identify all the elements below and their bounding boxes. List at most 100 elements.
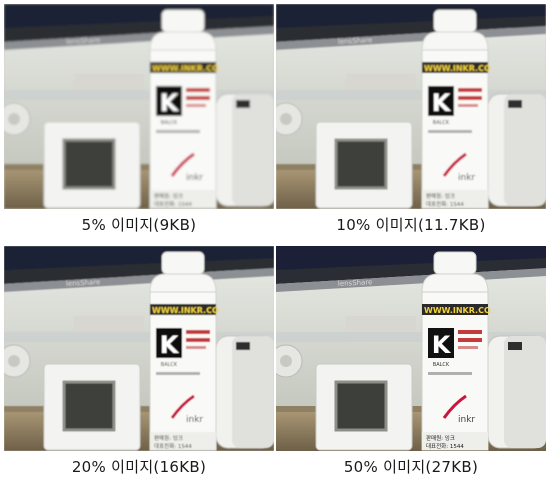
bottle-gray-text xyxy=(156,372,200,375)
bottle-brand: inkr xyxy=(186,415,203,425)
reel-cap xyxy=(232,336,274,448)
bottle-letter: K xyxy=(432,331,452,359)
monitor-bezel xyxy=(276,16,546,42)
photo-10pct: lensShare WWW.INKR.CO K BALCK inkr 판매원: … xyxy=(276,4,546,209)
caption-50pct: 50% 이미지(27KB) xyxy=(343,458,479,476)
box-window xyxy=(62,380,116,432)
bottle-color-word: BALCK xyxy=(161,120,178,126)
bottle-red-text-3 xyxy=(458,104,478,107)
bottle-body xyxy=(149,291,217,451)
bottle-body xyxy=(149,49,217,209)
monitor-underside xyxy=(276,26,546,50)
bottle-swoosh xyxy=(170,152,195,177)
bottle-footer-2: 대표전화: 1544 xyxy=(426,442,464,450)
bottle-red-text-1 xyxy=(186,330,210,334)
photo-5pct: lensShare WWW.INKR.CO K BALCK inkr 판매원: … xyxy=(4,4,274,209)
bottle-body xyxy=(421,291,489,451)
bottle-letter: K xyxy=(160,331,180,359)
bottle-footer-2: 대표전화: 1544 xyxy=(154,200,192,208)
bottle-red-text-3 xyxy=(458,346,478,349)
bottle-gray-text xyxy=(156,130,200,133)
bottle-footer-bar xyxy=(150,190,216,208)
bottle-red-text-2 xyxy=(458,96,482,100)
bottle-red-text-2 xyxy=(186,338,210,342)
bottle-footer-1: 판매원: 잉크 xyxy=(154,434,183,442)
bottle-neck xyxy=(161,9,205,33)
background-glass xyxy=(4,90,274,100)
bottle-url: WWW.INKR.CO xyxy=(424,64,491,73)
monitor-bezel xyxy=(276,258,546,284)
background-reel-left-hub xyxy=(280,355,292,367)
bottle-letter: K xyxy=(432,89,452,117)
bottle-letter: K xyxy=(160,89,180,117)
bottle-footer-1: 판매원: 잉크 xyxy=(154,192,183,200)
photo-20pct: lensShare WWW.INKR.CO K BALCK inkr 판매원: … xyxy=(4,246,274,451)
background-glass xyxy=(276,332,546,342)
reel-cap xyxy=(232,94,274,206)
background-glass xyxy=(4,332,274,342)
reel-cap xyxy=(504,94,546,206)
bottle-url: WWW.INKR.CO xyxy=(424,306,491,315)
bottle-shoulder xyxy=(421,31,489,51)
panel-50pct: lensShare WWW.INKR.CO K BALCK inkr 판매원: … xyxy=(276,246,546,482)
bottle-shoulder xyxy=(149,31,217,51)
bottle-red-text-1 xyxy=(458,88,482,92)
box-window xyxy=(334,380,388,432)
monitor-brand: lensShare xyxy=(338,278,373,288)
bottle-footer-bar xyxy=(422,432,488,450)
background-glass xyxy=(276,90,546,100)
monitor-brand: lensShare xyxy=(66,36,101,46)
bottle-gray-text xyxy=(428,372,472,375)
bottle-red-text-2 xyxy=(458,338,482,342)
reel-clip xyxy=(236,100,250,108)
bottle-neck xyxy=(433,9,477,33)
background-reel-left-hub xyxy=(8,355,20,367)
bottle-url: WWW.INKR.CO xyxy=(152,306,219,315)
bottle-label-band xyxy=(422,304,488,315)
reel-clip xyxy=(236,342,250,350)
bottle-letter-box xyxy=(156,328,182,358)
bottle-url: WWW.INKR.CO xyxy=(152,64,219,73)
bottle-body xyxy=(421,49,489,209)
bottle-brand: inkr xyxy=(458,173,475,183)
bottle-color-word: BALCK xyxy=(433,362,450,368)
monitor-brand: lensShare xyxy=(66,278,101,288)
bottle-red-text-3 xyxy=(186,104,206,107)
bottle-letter-box xyxy=(156,86,182,116)
bottle-color-word: BALCK xyxy=(433,120,450,126)
monitor-brand: lensShare xyxy=(338,36,373,46)
panel-20pct: lensShare WWW.INKR.CO K BALCK inkr 판매원: … xyxy=(4,246,274,482)
bottle-swoosh xyxy=(170,394,195,419)
bottle-label-band xyxy=(422,62,488,73)
bottle-shoulder xyxy=(149,273,217,293)
monitor-underside xyxy=(4,26,274,50)
background-reel-left-hub xyxy=(280,113,292,125)
bottle-footer-2: 대표전화: 1544 xyxy=(154,442,192,450)
bottle-footer-bar xyxy=(422,190,488,208)
monitor-bezel xyxy=(4,258,274,284)
bottle-footer-2: 대표전화: 1544 xyxy=(426,200,464,208)
box-window xyxy=(334,138,388,190)
bottle-red-text-1 xyxy=(186,88,210,92)
reel-clip xyxy=(508,100,522,108)
bottle-red-text-3 xyxy=(186,346,206,349)
bottle-footer-bar xyxy=(150,432,216,450)
bottle-swoosh xyxy=(442,152,467,177)
background-reel-left-hub xyxy=(8,113,20,125)
photo-50pct: lensShare WWW.INKR.CO K BALCK inkr 판매원: … xyxy=(276,246,546,451)
panel-5pct: lensShare WWW.INKR.CO K BALCK inkr 판매원: … xyxy=(4,4,274,240)
bottle-brand: inkr xyxy=(458,415,475,425)
bottle-footer-1: 판매원: 잉크 xyxy=(426,192,455,200)
box-window xyxy=(62,138,116,190)
monitor-bezel xyxy=(4,16,274,42)
bottle-shoulder xyxy=(421,273,489,293)
caption-5pct: 5% 이미지(9KB) xyxy=(81,216,197,234)
monitor-underside xyxy=(276,268,546,292)
bottle-swoosh xyxy=(442,394,467,419)
monitor-underside xyxy=(4,268,274,292)
bottle-color-word: BALCK xyxy=(161,362,178,368)
bottle-brand: inkr xyxy=(186,173,203,183)
bottle-letter-box xyxy=(428,328,454,358)
bottle-neck xyxy=(161,251,205,275)
bottle-red-text-2 xyxy=(186,96,210,100)
